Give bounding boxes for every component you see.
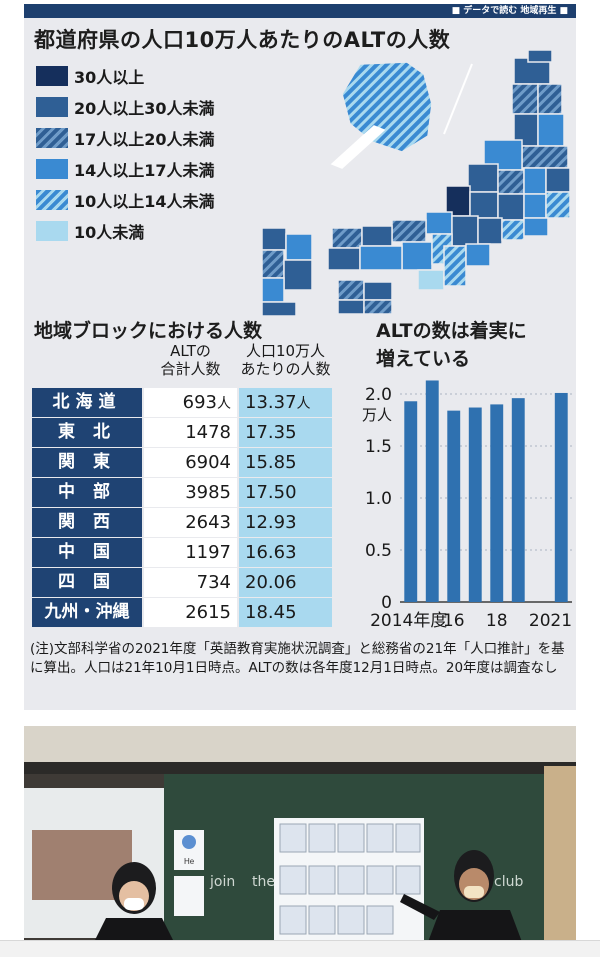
legend-item: 20人以上30人未満 <box>36 91 215 122</box>
table-row: 中 部 3985 17.50 <box>32 478 332 508</box>
cell-region: 関 西 <box>32 508 142 537</box>
y-tick-label: 1.5 <box>365 437 392 457</box>
board-word: join <box>209 874 235 890</box>
col-header-alt: ALTの 合計人数 <box>144 342 237 378</box>
legend-label: 30人以上 <box>74 67 145 87</box>
table-heading: 地域ブロックにおける人数 <box>34 320 263 342</box>
x-tick-label: 21 <box>550 611 572 631</box>
bar <box>554 392 568 602</box>
bar <box>425 380 439 602</box>
legend-item: 30人以上 <box>36 60 215 91</box>
bar <box>468 407 482 602</box>
legend-label: 20人以上30人未満 <box>74 98 215 118</box>
cell-alt: 1197 <box>144 538 237 567</box>
legend-label: 10人未満 <box>74 222 145 242</box>
legend-swatch <box>36 65 68 86</box>
infographic-title: 都道府県の人口10万人あたりのALTの人数 <box>34 28 451 52</box>
source-note: (注)文部科学省の2021年度「英語教育実施状況調査」と総務省の21年「人口推計… <box>30 641 565 676</box>
series-tag: ■ データで読む 地域再生 ■ <box>24 4 576 18</box>
alt-value: 693 <box>182 392 217 413</box>
cell-per: 20.06 <box>239 568 332 597</box>
classroom-photo: He join the club <box>24 726 576 942</box>
bar <box>511 398 525 602</box>
col-header-alt-line2: 合計人数 <box>160 360 221 378</box>
x-tick-label: 20 <box>529 611 551 631</box>
card-he-label: He <box>184 857 195 866</box>
chart-heading-line1: ALTの数は着実に <box>376 320 527 342</box>
table-row: 関 東 6904 15.85 <box>32 448 332 478</box>
legend-label: 10人以上14人未満 <box>74 191 215 211</box>
japan-choropleth-map <box>261 49 571 316</box>
table-row: 関 西 2643 12.93 <box>32 508 332 538</box>
legend-swatch <box>36 220 68 241</box>
cell-region: 関 東 <box>32 448 142 477</box>
board-word: the <box>252 874 275 890</box>
cell-region: 北海道 <box>32 388 142 417</box>
legend-item: 17人以上20人未満 <box>36 122 215 153</box>
legend-label: 17人以上20人未満 <box>74 129 215 149</box>
cell-per: 18.45 <box>239 598 332 627</box>
bar <box>490 404 504 602</box>
col-header-per-line2: あたりの人数 <box>240 360 331 378</box>
legend-swatch <box>36 96 68 117</box>
cell-per: 16.63 <box>239 538 332 567</box>
cell-alt: 693人 <box>144 388 237 417</box>
y-unit-label: 万人 <box>362 406 392 424</box>
cell-alt: 2643 <box>144 508 237 537</box>
table-row: 北海道 693人 13.37人 <box>32 388 332 418</box>
y-tick-label: 0 <box>381 593 392 613</box>
cell-alt: 2615 <box>144 598 237 627</box>
legend-swatch <box>36 189 68 210</box>
table-row: 東 北 1478 17.35 <box>32 418 332 448</box>
per-value: 13.37 <box>245 392 297 413</box>
col-header-per-line1: 人口10万人 <box>245 342 326 360</box>
legend-item: 10人以上14人未満 <box>36 184 215 215</box>
cell-alt: 1478 <box>144 418 237 447</box>
map-legend: 30人以上 20人以上30人未満 17人以上20人未満 14人以上17人未満 1… <box>36 60 215 246</box>
x-tick-label: 16 <box>443 611 465 631</box>
cell-alt: 6904 <box>144 448 237 477</box>
cell-region: 九州・沖縄 <box>32 598 142 627</box>
legend-swatch <box>36 127 68 148</box>
legend-label: 14人以上17人未満 <box>74 160 215 180</box>
pref-hokkaido <box>341 61 433 153</box>
cell-alt: 3985 <box>144 478 237 507</box>
cell-region: 東 北 <box>32 418 142 447</box>
y-tick-label: 0.5 <box>365 541 392 561</box>
cell-region: 中 部 <box>32 478 142 507</box>
cell-per: 13.37人 <box>239 388 332 417</box>
cell-region: 中 国 <box>32 538 142 567</box>
alt-unit: 人 <box>217 396 231 412</box>
cell-per: 17.35 <box>239 418 332 447</box>
cell-per: 12.93 <box>239 508 332 537</box>
bottom-bar <box>0 940 600 957</box>
y-tick-label: 2.0 <box>365 385 392 405</box>
legend-item: 10人未満 <box>36 215 215 246</box>
table-row: 四 国 734 20.06 <box>32 568 332 598</box>
x-tick-label: 18 <box>486 611 508 631</box>
per-unit: 人 <box>296 396 311 412</box>
x-tick-label: 2014年度 <box>370 611 447 631</box>
cell-per: 17.50 <box>239 478 332 507</box>
col-header-alt-line1: ALTの <box>170 342 211 360</box>
table-row: 九州・沖縄 2615 18.45 <box>32 598 332 628</box>
legend-item: 14人以上17人未満 <box>36 153 215 184</box>
chart-heading-line2: 増えている <box>376 348 471 370</box>
bar <box>447 410 461 602</box>
cell-per: 15.85 <box>239 448 332 477</box>
cell-region: 四 国 <box>32 568 142 597</box>
board-word: club <box>494 874 523 890</box>
legend-swatch <box>36 158 68 179</box>
cell-alt: 734 <box>144 568 237 597</box>
col-header-per: 人口10万人 あたりの人数 <box>239 342 332 378</box>
y-tick-label: 1.0 <box>365 489 392 509</box>
table-row: 中 国 1197 16.63 <box>32 538 332 568</box>
infographic-card: ■ データで読む 地域再生 ■ 都道府県の人口10万人あたりのALTの人数 30… <box>24 4 576 710</box>
bar <box>404 401 418 602</box>
